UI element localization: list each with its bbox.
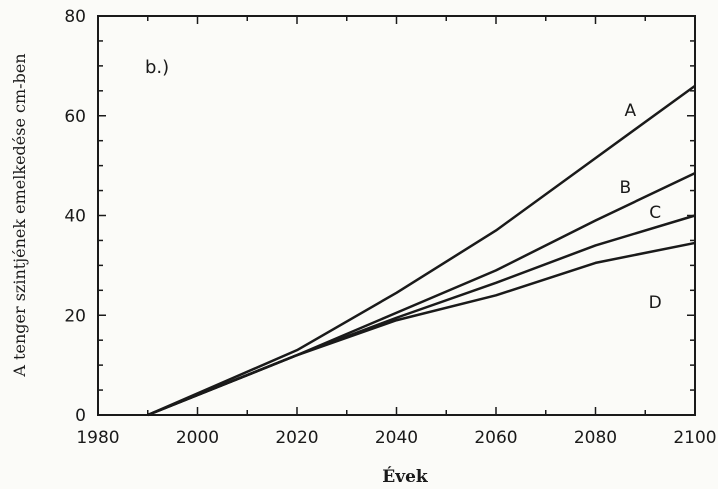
- x-tick-label: 2060: [474, 428, 517, 448]
- series-label-d: D: [649, 293, 662, 313]
- series-line-a: [147, 84, 696, 417]
- series-label-a: A: [625, 101, 637, 121]
- series-label-c: C: [649, 203, 661, 223]
- x-tick-label: 2000: [176, 428, 219, 448]
- x-tick-label: 2040: [375, 428, 418, 448]
- x-tick-label: 2020: [275, 428, 318, 448]
- y-tick-label: 0: [75, 406, 86, 426]
- x-tick-label: 2080: [574, 428, 617, 448]
- series-line-d: [147, 241, 696, 417]
- x-tick-label: 1980: [76, 428, 119, 448]
- y-axis-label: A tenger szintjének emelkedése cm-ben: [10, 53, 29, 377]
- series-label-b: B: [620, 178, 632, 198]
- tick-marks: [97, 15, 696, 416]
- series-labels: A BC D: [620, 101, 662, 313]
- y-tick-label: 20: [64, 306, 86, 326]
- x-axis-label: Évek: [382, 466, 429, 487]
- panel-label: b.): [145, 57, 169, 78]
- x-tick-label: 2100: [673, 428, 716, 448]
- y-tick-labels: 0 20 40 60 80: [64, 7, 86, 426]
- y-tick-label: 80: [64, 7, 86, 27]
- x-tick-labels: 1980 2000 2020 2040 2060 2080 2100: [76, 428, 716, 448]
- y-tick-label: 60: [64, 107, 86, 127]
- series-lines: [147, 84, 696, 417]
- y-tick-label: 40: [64, 207, 86, 227]
